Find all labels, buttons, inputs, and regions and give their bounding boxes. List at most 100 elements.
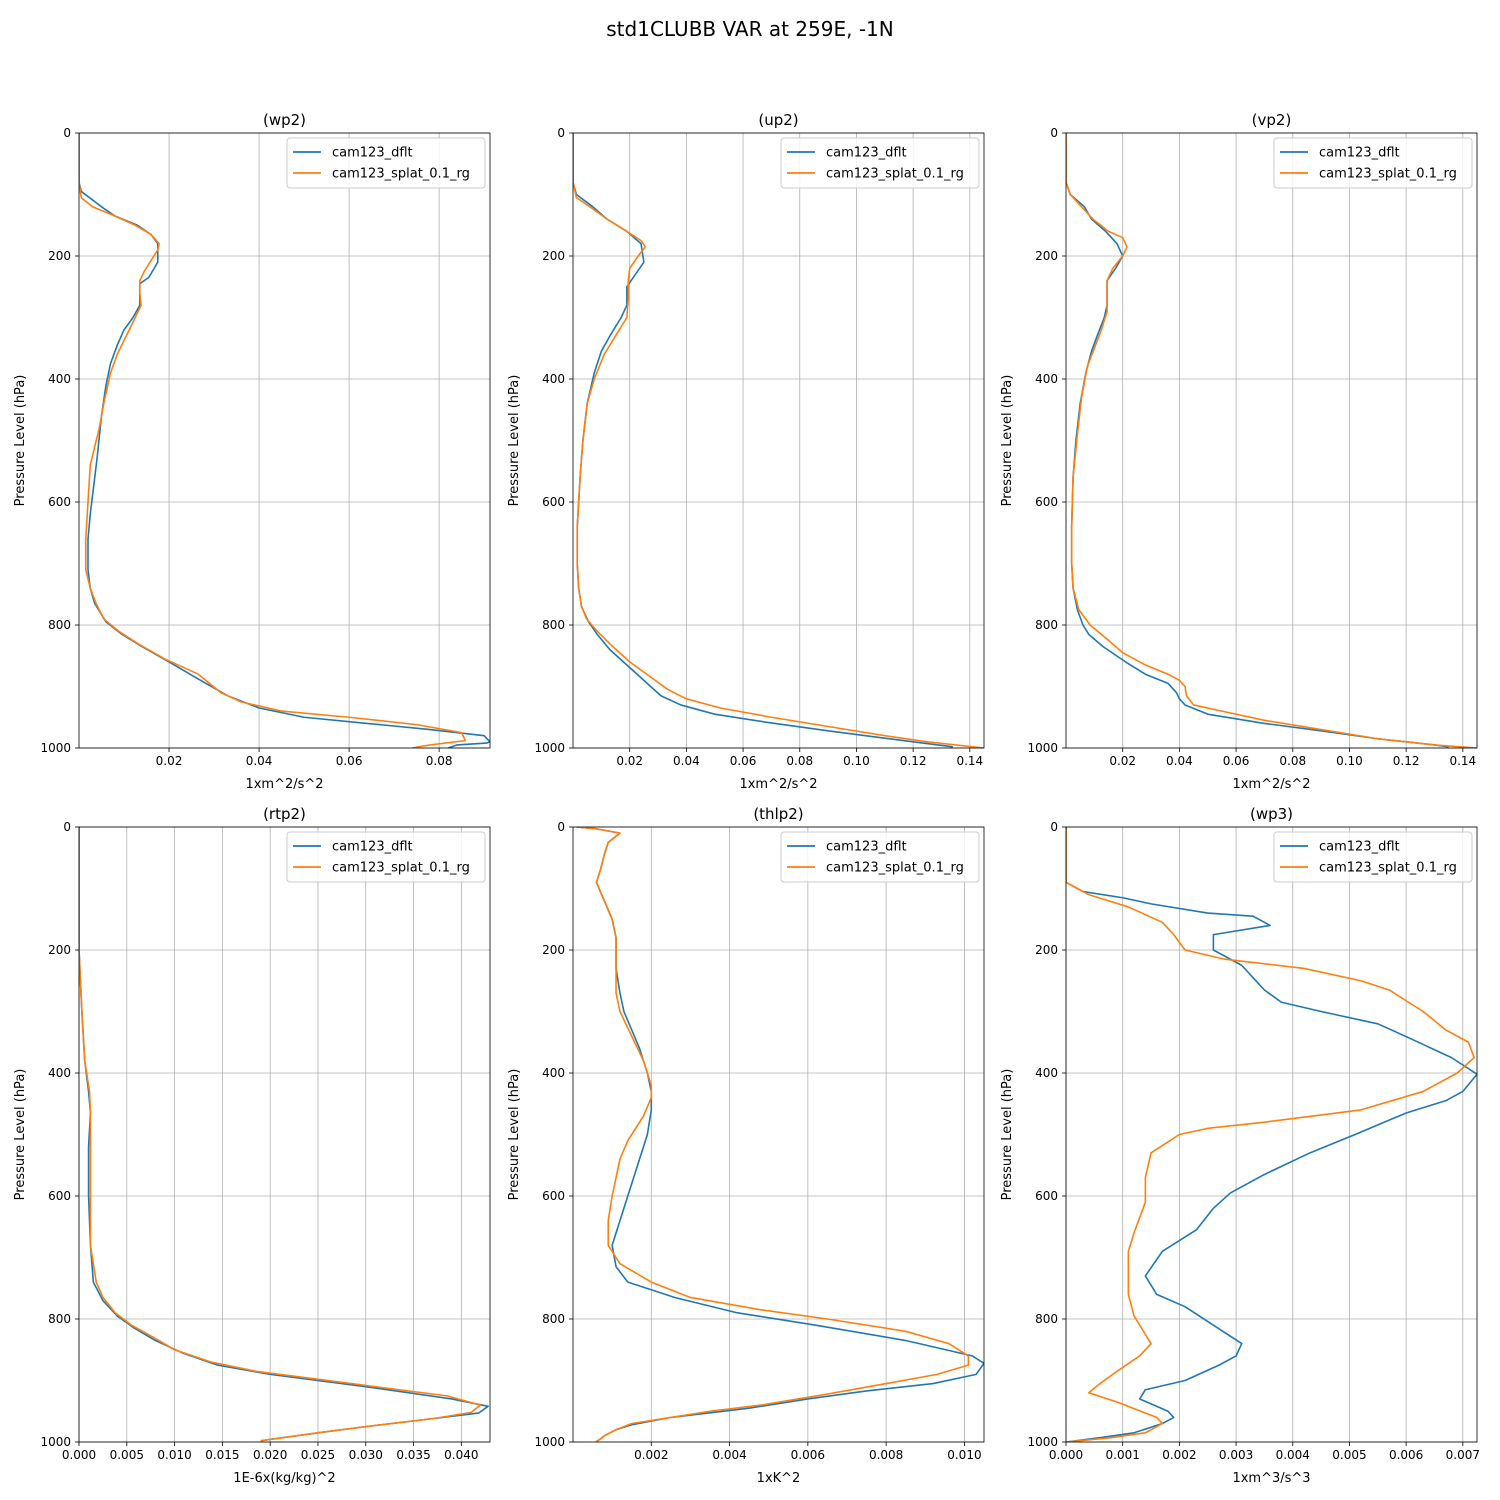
chart-0-legend: cam123_dflt cam123_splat_0.1_rg	[286, 137, 486, 189]
chart-3-ytick-label-2: 400	[48, 1066, 71, 1080]
chart-4-xtick-label-3: 0.008	[869, 1448, 903, 1462]
chart-3-ytick-label-4: 800	[48, 1312, 71, 1326]
chart-3-legend-label-0: cam123_dflt	[332, 840, 413, 855]
chart-2-xtick-label-6: 0.14	[1449, 754, 1476, 768]
chart-2-xtick-label-3: 0.08	[1279, 754, 1306, 768]
chart-1-xtick-label-3: 0.08	[786, 754, 813, 768]
chart-3-xtick-label-4: 0.020	[253, 1448, 287, 1462]
chart-4-ylabel: Pressure Level (hPa)	[507, 1069, 522, 1201]
chart-0-panel: 0.02 0.04 0.06 0.08 0 200 400 600 800 1000 (wp2) 1x…	[13, 111, 491, 792]
chart-1-xtick-label-6: 0.14	[956, 754, 983, 768]
chart-5-series-cam123_dflt	[1066, 827, 1477, 1442]
chart-3-xtick-label-8: 0.040	[444, 1448, 478, 1462]
chart-0-legend-label-0: cam123_dflt	[332, 146, 413, 161]
chart-1-ytick-label-0: 0	[557, 126, 565, 140]
chart-0-ytick-label-1: 200	[48, 249, 71, 263]
chart-1-ytick-label-3: 600	[542, 495, 565, 509]
chart-0-title: (wp2)	[263, 111, 306, 129]
chart-4-ytick-label-3: 600	[542, 1189, 565, 1203]
chart-1-frame	[572, 132, 985, 749]
chart-4-ytick-label-5: 1000	[534, 1435, 565, 1449]
chart-0-ytick-label-3: 600	[48, 495, 71, 509]
chart-2-xtick-label-1: 0.04	[1166, 754, 1193, 768]
chart-5-xlabel: 1xm^3/s^3	[1232, 1471, 1310, 1486]
chart-1-xlabel: 1xm^2/s^2	[739, 777, 817, 792]
chart-3-ytick-label-0: 0	[63, 820, 71, 834]
chart-1-xtick-label-0: 0.02	[616, 754, 643, 768]
chart-0-ytick-label-0: 0	[63, 126, 71, 140]
chart-5-legend: cam123_dflt cam123_splat_0.1_rg	[1273, 831, 1473, 883]
chart-3-ytick-label-3: 600	[48, 1189, 71, 1203]
chart-2-ytick-label-1: 200	[1035, 249, 1058, 263]
chart-1-series-cam123_splat_0.1_rg	[573, 133, 984, 748]
chart-4-frame	[572, 826, 985, 1443]
chart-2-ytick-label-3: 600	[1035, 495, 1058, 509]
chart-5-xtick-label-3: 0.003	[1219, 1448, 1253, 1462]
chart-1-ytick-label-4: 800	[542, 618, 565, 632]
chart-4-series-cam123_splat_0.1_rg	[576, 827, 970, 1442]
chart-1-title: (up2)	[758, 111, 798, 129]
chart-5-legend-label-0: cam123_dflt	[1319, 840, 1400, 855]
chart-5-frame	[1065, 826, 1478, 1443]
chart-4-ytick-label-1: 200	[542, 943, 565, 957]
chart-2-legend-label-1: cam123_splat_0.1_rg	[1319, 167, 1457, 182]
chart-5-panel: 0.000 0.001 0.002 0.003 0.004 0.005 0.006 0.007…	[1000, 805, 1480, 1486]
chart-0-xlabel: 1xm^2/s^2	[245, 777, 323, 792]
chart-4-ytick-label-0: 0	[557, 820, 565, 834]
chart-3-ytick-label-1: 200	[48, 943, 71, 957]
chart-0-xtick-label-2: 0.06	[336, 754, 363, 768]
chart-2-legend: cam123_dflt cam123_splat_0.1_rg	[1273, 137, 1473, 189]
chart-4-legend-box	[780, 831, 980, 883]
chart-1-ylabel: Pressure Level (hPa)	[507, 375, 522, 507]
chart-2-frame	[1065, 132, 1478, 749]
chart-0-frame	[78, 132, 491, 749]
chart-0-legend-label-1: cam123_splat_0.1_rg	[332, 167, 470, 182]
chart-5-xtick-label-6: 0.006	[1389, 1448, 1423, 1462]
chart-2-ytick-label-0: 0	[1050, 126, 1058, 140]
chart-1-xtick-label-2: 0.06	[730, 754, 757, 768]
chart-3-xtick-label-6: 0.030	[349, 1448, 383, 1462]
chart-4-legend-label-0: cam123_dflt	[826, 840, 907, 855]
chart-1-panel: 0.02 0.04 0.06 0.08 0.10 0.12 0.14 0 200 400 600 80…	[507, 111, 985, 792]
chart-4-xtick-label-4: 0.010	[947, 1448, 981, 1462]
chart-2-xtick-label-4: 0.10	[1336, 754, 1363, 768]
chart-2-xlabel: 1xm^2/s^2	[1232, 777, 1310, 792]
chart-3-xtick-label-0: 0.000	[62, 1448, 96, 1462]
chart-3-xtick-label-2: 0.010	[157, 1448, 191, 1462]
chart-5-ytick-label-1: 200	[1035, 943, 1058, 957]
chart-2-legend-box	[1273, 137, 1473, 189]
chart-5-ytick-label-2: 400	[1035, 1066, 1058, 1080]
chart-5-xtick-label-5: 0.005	[1332, 1448, 1366, 1462]
chart-1-legend-label-1: cam123_splat_0.1_rg	[826, 167, 964, 182]
chart-5-xtick-label-1: 0.001	[1106, 1448, 1140, 1462]
chart-5-xtick-label-7: 0.007	[1446, 1448, 1480, 1462]
chart-5-title: (wp3)	[1250, 805, 1293, 823]
chart-0-series-cam123_splat_0.1_rg	[79, 133, 467, 748]
chart-5-ytick-label-4: 800	[1035, 1312, 1058, 1326]
chart-4-xtick-label-0: 0.002	[634, 1448, 668, 1462]
chart-3-frame	[78, 826, 491, 1443]
chart-1-ytick-label-1: 200	[542, 249, 565, 263]
chart-3-xtick-label-5: 0.025	[301, 1448, 335, 1462]
chart-1-xtick-label-5: 0.12	[900, 754, 927, 768]
chart-4-ytick-label-2: 400	[542, 1066, 565, 1080]
chart-3-ylabel: Pressure Level (hPa)	[13, 1069, 28, 1201]
chart-0-ytick-label-2: 400	[48, 372, 71, 386]
chart-0-ylabel: Pressure Level (hPa)	[13, 375, 28, 507]
chart-0-legend-box	[286, 137, 486, 189]
chart-5-xtick-label-2: 0.002	[1162, 1448, 1196, 1462]
chart-3-legend-label-1: cam123_splat_0.1_rg	[332, 861, 470, 876]
chart-3-legend-box	[286, 831, 486, 883]
chart-3-xtick-label-7: 0.035	[396, 1448, 430, 1462]
chart-3-title: (rtp2)	[263, 805, 306, 823]
chart-1-legend-box	[780, 137, 980, 189]
chart-2-ylabel: Pressure Level (hPa)	[1000, 375, 1015, 507]
chart-3-legend: cam123_dflt cam123_splat_0.1_rg	[286, 831, 486, 883]
chart-2-xtick-label-2: 0.06	[1223, 754, 1250, 768]
chart-4-xtick-label-2: 0.006	[791, 1448, 825, 1462]
chart-1-legend: cam123_dflt cam123_splat_0.1_rg	[780, 137, 980, 189]
chart-4-panel: 0.002 0.004 0.006 0.008 0.010 0 200 400 600 800 10…	[507, 805, 985, 1486]
chart-2-panel: 0.02 0.04 0.06 0.08 0.10 0.12 0.14 0 200 400 600 80…	[1000, 111, 1478, 792]
